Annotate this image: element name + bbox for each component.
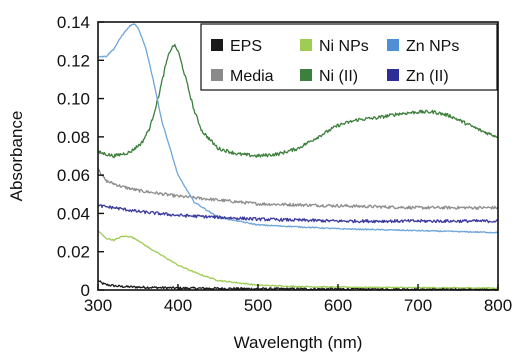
series-line-ni-nps	[97, 230, 499, 290]
y-tick-label: 0.12	[57, 51, 90, 70]
legend-swatch-media	[211, 69, 223, 81]
legend-label-eps: EPS	[230, 38, 262, 55]
x-tick-label: 500	[244, 296, 272, 315]
x-tick-label: 400	[164, 296, 192, 315]
x-tick-label: 800	[484, 296, 512, 315]
y-tick-label: 0.10	[57, 90, 90, 109]
x-tick-label: 600	[324, 296, 352, 315]
y-tick-label: 0.14	[57, 13, 90, 32]
x-tick-label: 300	[84, 296, 112, 315]
legend-label-ni-ii: Ni (II)	[319, 68, 358, 85]
ticks-layer: 300 400 500 600 700 800 0 0.02 0.04 0.06 0.08 0.10 0…	[57, 13, 512, 315]
legend-label-ni-nps: Ni NPs	[319, 38, 369, 55]
legend-box	[200, 23, 498, 91]
series-line-media	[97, 168, 499, 210]
x-axis-label: Wavelength (nm)	[234, 333, 363, 352]
y-tick-label: 0.04	[57, 204, 90, 223]
y-tick-label: 0.06	[57, 166, 90, 185]
y-tick-label: 0.08	[57, 128, 90, 147]
y-tick-label: 0.02	[57, 243, 90, 262]
legend-swatch-eps	[211, 39, 223, 51]
legend-swatch-zn-nps	[387, 39, 399, 51]
x-tick-label: 700	[404, 296, 432, 315]
legend-label-media: Media	[230, 68, 274, 85]
series-line-zn-nps	[97, 23, 499, 234]
legend-swatch-zn-ii	[387, 69, 399, 81]
legend-swatch-ni-ii	[300, 69, 312, 81]
legend-swatch-ni-nps	[300, 39, 312, 51]
series-line-zn-ii	[97, 204, 499, 224]
legend-label-zn-nps: Zn NPs	[406, 38, 459, 55]
series-line-ni-ii	[97, 43, 499, 159]
plot-frame	[97, 21, 499, 291]
legend-label-zn-ii: Zn (II)	[406, 68, 449, 85]
y-axis-label: Absorbance	[7, 111, 26, 202]
legend: EPS Media Ni NPs Ni (II) Zn NPs Zn (II)	[200, 23, 498, 91]
series-line-eps	[97, 279, 499, 292]
y-tick-label: 0	[81, 281, 90, 300]
